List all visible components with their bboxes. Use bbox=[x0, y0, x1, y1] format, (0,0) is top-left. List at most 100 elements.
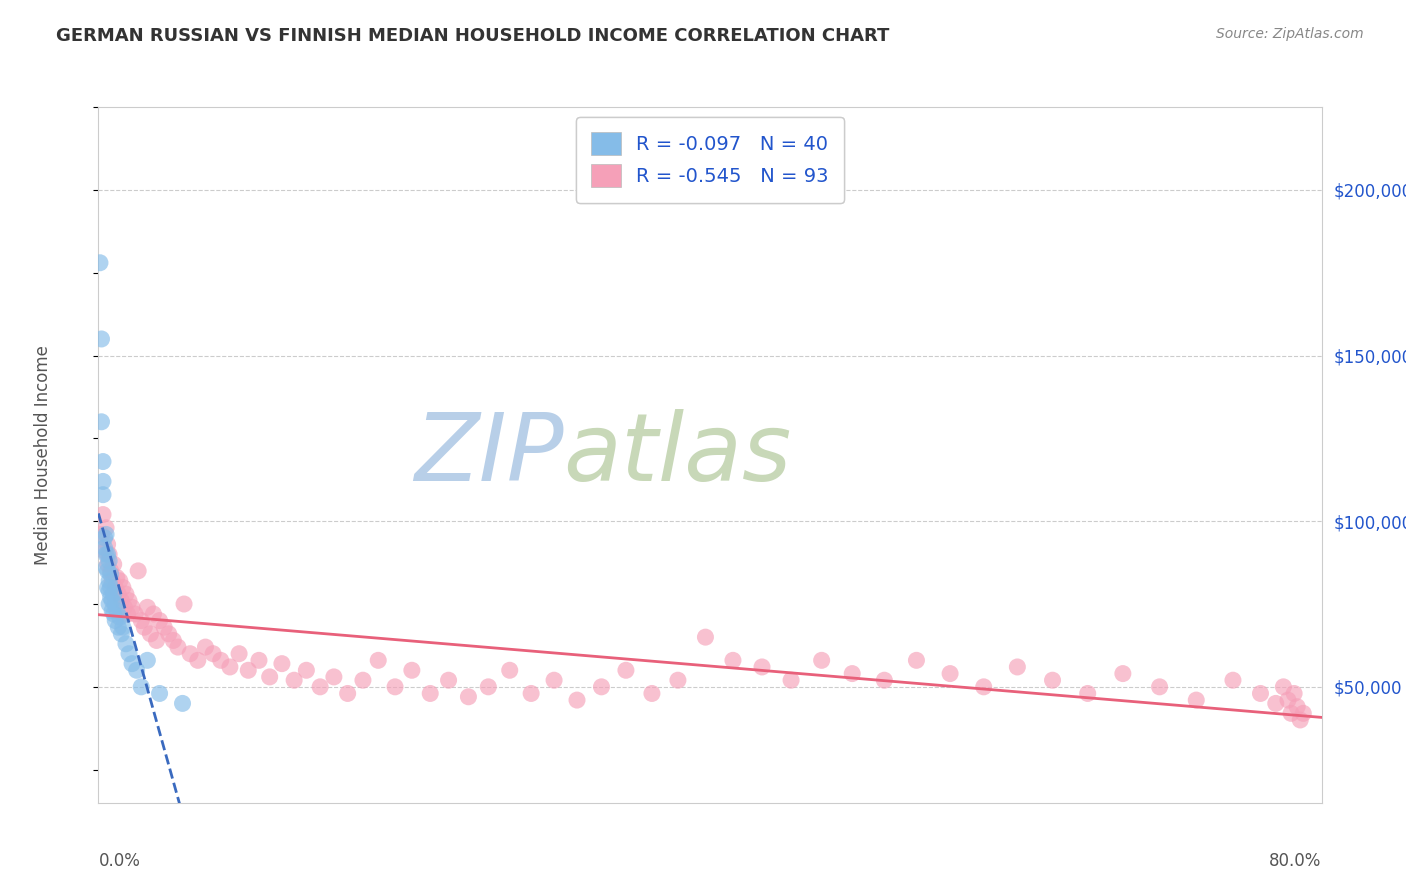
Point bbox=[1289, 713, 1312, 727]
Point bbox=[100, 567, 122, 582]
Point bbox=[780, 673, 803, 688]
Point bbox=[499, 663, 522, 677]
Point bbox=[111, 620, 134, 634]
Point bbox=[419, 686, 441, 700]
Point bbox=[973, 680, 995, 694]
Point bbox=[259, 670, 281, 684]
Point bbox=[101, 604, 124, 618]
Point bbox=[93, 544, 115, 558]
Point bbox=[283, 673, 305, 688]
Point bbox=[810, 653, 832, 667]
Point bbox=[91, 488, 114, 502]
Point bbox=[841, 666, 863, 681]
Point bbox=[105, 604, 128, 618]
Point bbox=[104, 597, 127, 611]
Point bbox=[1077, 686, 1099, 700]
Point bbox=[437, 673, 460, 688]
Point bbox=[129, 680, 152, 694]
Text: Source: ZipAtlas.com: Source: ZipAtlas.com bbox=[1216, 27, 1364, 41]
Point bbox=[149, 614, 172, 628]
Point bbox=[93, 541, 115, 555]
Point bbox=[309, 680, 332, 694]
Point bbox=[93, 531, 115, 545]
Point bbox=[97, 564, 120, 578]
Point bbox=[1286, 699, 1309, 714]
Point bbox=[149, 686, 172, 700]
Point bbox=[98, 597, 121, 611]
Point bbox=[103, 558, 125, 572]
Point bbox=[103, 587, 125, 601]
Point bbox=[543, 673, 565, 688]
Point bbox=[127, 564, 149, 578]
Point bbox=[565, 693, 588, 707]
Point bbox=[90, 415, 112, 429]
Point bbox=[91, 508, 114, 522]
Point bbox=[172, 697, 194, 711]
Point bbox=[91, 454, 114, 468]
Point bbox=[1249, 686, 1271, 700]
Point bbox=[1279, 706, 1302, 721]
Point bbox=[112, 600, 135, 615]
Point bbox=[1222, 673, 1244, 688]
Point bbox=[97, 581, 120, 595]
Point bbox=[100, 591, 122, 605]
Text: atlas: atlas bbox=[564, 409, 792, 500]
Text: 0.0%: 0.0% bbox=[98, 852, 141, 870]
Point bbox=[905, 653, 928, 667]
Point bbox=[89, 256, 111, 270]
Point bbox=[121, 600, 143, 615]
Point bbox=[90, 527, 112, 541]
Point bbox=[98, 554, 121, 568]
Text: GERMAN RUSSIAN VS FINNISH MEDIAN HOUSEHOLD INCOME CORRELATION CHART: GERMAN RUSSIAN VS FINNISH MEDIAN HOUSEHO… bbox=[56, 27, 890, 45]
Point bbox=[477, 680, 499, 694]
Text: Median Household Income: Median Household Income bbox=[34, 345, 52, 565]
Point bbox=[721, 653, 744, 667]
Point bbox=[100, 581, 122, 595]
Point bbox=[90, 332, 112, 346]
Point bbox=[110, 593, 132, 607]
Point bbox=[142, 607, 165, 621]
Point bbox=[104, 581, 127, 595]
Point bbox=[1272, 680, 1295, 694]
Legend: R = -0.097   N = 40, R = -0.545   N = 93: R = -0.097 N = 40, R = -0.545 N = 93 bbox=[576, 117, 844, 202]
Point bbox=[111, 581, 134, 595]
Point bbox=[162, 633, 184, 648]
Point bbox=[94, 547, 117, 561]
Point bbox=[97, 547, 120, 561]
Point bbox=[167, 640, 190, 654]
Point bbox=[157, 627, 180, 641]
Point bbox=[1264, 697, 1286, 711]
Point bbox=[173, 597, 195, 611]
Point bbox=[98, 583, 121, 598]
Point bbox=[104, 614, 127, 628]
Point bbox=[129, 614, 152, 628]
Point bbox=[401, 663, 423, 677]
Point bbox=[591, 680, 613, 694]
Point bbox=[134, 620, 156, 634]
Point bbox=[247, 653, 270, 667]
Point bbox=[336, 686, 359, 700]
Point bbox=[136, 653, 159, 667]
Point bbox=[751, 660, 773, 674]
Point bbox=[457, 690, 479, 704]
Point bbox=[94, 560, 117, 574]
Point bbox=[520, 686, 543, 700]
Point bbox=[105, 570, 128, 584]
Point bbox=[1282, 686, 1305, 700]
Point bbox=[145, 633, 167, 648]
Point bbox=[614, 663, 637, 677]
Point bbox=[153, 620, 176, 634]
Point bbox=[1007, 660, 1029, 674]
Point bbox=[666, 673, 689, 688]
Point bbox=[115, 637, 138, 651]
Point bbox=[179, 647, 201, 661]
Point bbox=[101, 593, 124, 607]
Text: 80.0%: 80.0% bbox=[1270, 852, 1322, 870]
Point bbox=[118, 647, 141, 661]
Point bbox=[94, 521, 117, 535]
Point bbox=[384, 680, 406, 694]
Point bbox=[939, 666, 962, 681]
Point bbox=[295, 663, 318, 677]
Point bbox=[94, 527, 117, 541]
Point bbox=[1042, 673, 1064, 688]
